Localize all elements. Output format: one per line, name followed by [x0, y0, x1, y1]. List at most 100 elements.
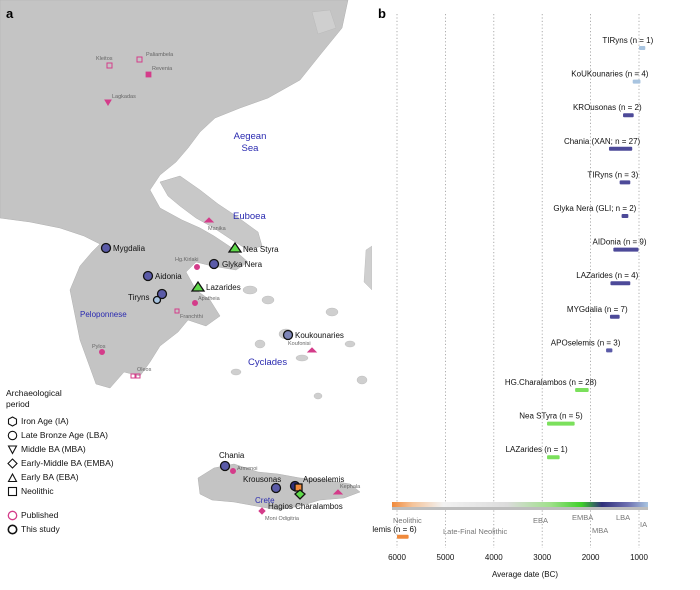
site-label-glyka-nera: Glyka Nera: [222, 260, 263, 269]
period-base-bar: [392, 507, 648, 510]
published-label-kephala: Kephala: [340, 484, 361, 490]
site-label-lazarides: Lazarides: [206, 283, 241, 292]
range-bar: [610, 281, 631, 286]
inverted-triangle-icon: [6, 443, 18, 455]
legend-label-neolithic: Neolithic: [21, 486, 54, 496]
legend-item-neolithic: Neolithic: [6, 484, 146, 498]
legend-item-emba: Early-Middle BA (EMBA): [6, 456, 146, 470]
euboea-island: [159, 175, 263, 251]
sea-label-line1: Aegean: [234, 131, 267, 142]
region-label-cyclades: Cyclades: [248, 357, 287, 368]
site-marker-koukounaries: [282, 329, 294, 341]
published-label-apatheia: Apatheia: [198, 296, 221, 302]
period-label: Late-Final Neolithic: [443, 527, 507, 536]
series-label: APOselemis (n = 3): [551, 338, 621, 347]
published-marker-armenoi: [230, 468, 236, 474]
published-marker-oleos: [130, 373, 136, 379]
black-circle-icon: [6, 523, 18, 535]
site-label-nea-styra: Nea Styra: [243, 245, 279, 254]
published-marker-apatheia: [192, 300, 198, 306]
study-sites: [100, 241, 306, 500]
period-label: EBA: [533, 516, 548, 525]
legend-item-this-study: This study: [6, 522, 146, 536]
published-label-paliambela: Paliambela: [146, 52, 174, 58]
range-bar: [632, 79, 641, 84]
series-label: MYGdalia (n = 7): [567, 305, 628, 314]
range-chart: TIRyns (n = 1) KoUKounaries (n = 4) KROuso…: [347, 14, 654, 579]
period-label: IA: [640, 520, 647, 529]
legend-title-line2: period: [6, 399, 30, 409]
x-tick-label: 1000: [630, 553, 648, 562]
region-label-euboea: Euboea: [233, 211, 266, 222]
range-bar: [397, 534, 409, 539]
series-label: Chania (XAN; n = 27): [564, 137, 641, 146]
range-bar: [606, 348, 613, 353]
range-bar: [609, 314, 620, 319]
x-tick-label: 6000: [388, 553, 406, 562]
legend-label-eba: Early BA (EBA): [21, 472, 79, 482]
diamond-icon: [6, 457, 18, 469]
site-marker-krousonas: [270, 482, 282, 494]
published-label-kleitos: Kleitos: [96, 56, 113, 62]
series-label: KoUKounaries (n = 4): [571, 70, 648, 79]
circle-icon: [6, 429, 18, 441]
published-marker-hgkirlaki: [194, 264, 200, 270]
published-label-pylos: Pylos: [92, 344, 106, 350]
published-marker-koufonisi: [306, 347, 318, 353]
series-label: HG.Charalambos (n = 28): [505, 378, 597, 387]
published-label-revenia: Revenia: [152, 66, 173, 72]
site-label-koukounaries: Koukounaries: [295, 331, 344, 340]
published-label-lagkadas: Lagkadas: [112, 94, 136, 100]
legend-label-ia: Iron Age (IA): [21, 416, 69, 426]
range-bar: [621, 214, 629, 218]
published-label-hgkirlaki: Hg.Kirlaki: [175, 257, 199, 263]
site-label-aposelemis: Aposelemis: [303, 475, 344, 484]
published-marker-revenia: [145, 71, 152, 78]
site-marker-aidonia: [142, 270, 154, 282]
legend-label-mba: Middle BA (MBA): [21, 444, 86, 454]
legend-item-lba: Late Bronze Age (LBA): [6, 428, 146, 442]
series-label: AIDonia (n = 9): [592, 238, 646, 247]
published-label-armenoi: Armenoi: [237, 466, 257, 472]
panel-letter-b: b: [378, 6, 386, 21]
site-marker-tiryns: [156, 288, 168, 300]
legend-label-emba: Early-Middle BA (EMBA): [21, 458, 114, 468]
panel-letter-a: a: [6, 6, 14, 21]
triangle-icon: [6, 471, 18, 483]
published-marker-moni-odigitria: [258, 507, 266, 515]
sea-label-line2: Sea: [242, 143, 260, 154]
period-label: LBA: [616, 513, 630, 522]
published-marker-franchthi: [174, 308, 180, 314]
site-label-krousonas: Krousonas: [243, 475, 281, 484]
study-site-labels: Mygdalia Nea Styra Glyka Nera Aidonia La…: [113, 244, 344, 511]
range-bar: [608, 146, 633, 151]
range-bar: [547, 455, 560, 460]
site-marker-hagios-charalambos: [294, 489, 306, 500]
region-label-peloponnese: Peloponnese: [80, 310, 127, 319]
site-marker-mygdalia: [100, 242, 112, 254]
series-label: Nea STyra (n = 5): [519, 412, 583, 421]
published-label-moni-odigitria: Moni Odigitria: [265, 516, 300, 522]
chart-panel: b TIRyns (n = 1) KoUKounaries (n = 4) KROu…: [347, 0, 700, 585]
range-bar: [623, 113, 634, 118]
period-label: Neolithic: [393, 516, 422, 525]
series-label: Glyka Nera (GLI; n = 2): [553, 204, 636, 213]
x-tick-label: 4000: [485, 553, 503, 562]
range-bar: [575, 388, 589, 392]
published-label-koufonisi: Koufonisi: [288, 341, 311, 347]
region-label-crete: Crete: [255, 496, 275, 505]
site-label-hagios-charalambos: Hagios Charalambos: [268, 502, 343, 511]
legend-label-published: Published: [21, 510, 59, 520]
x-tick-label: 2000: [582, 553, 600, 562]
hexagon-icon: [6, 415, 18, 427]
map: Aegean Sea Euboea Peloponnese Cyclades C…: [0, 0, 372, 522]
site-label-mygdalia: Mygdalia: [113, 244, 146, 253]
series-label: TIRyns (n = 3): [587, 170, 638, 179]
legend-title-line1: Archaeological: [6, 388, 62, 398]
period-label: MBA: [592, 526, 608, 535]
published-marker-lagkadas: [104, 99, 112, 106]
legend-item-eba: Early BA (EBA): [6, 470, 146, 484]
site-label-tiryns: Tiryns: [128, 293, 149, 302]
published-marker-manika: [203, 217, 215, 223]
x-tick-label: 5000: [437, 553, 455, 562]
